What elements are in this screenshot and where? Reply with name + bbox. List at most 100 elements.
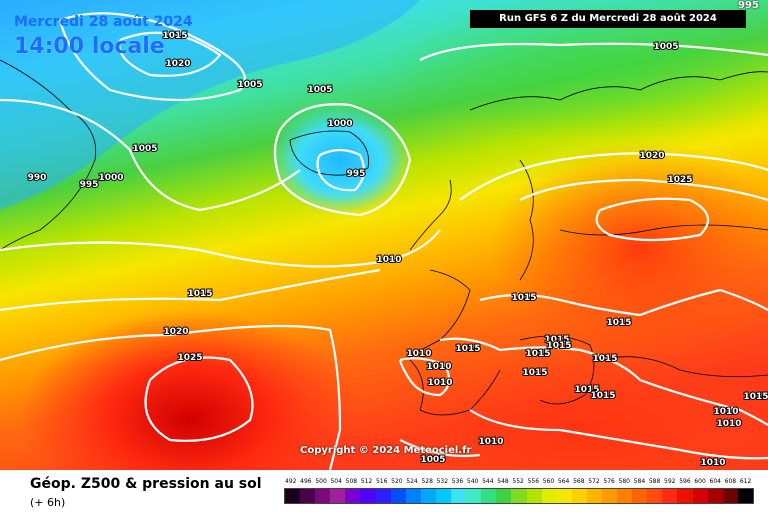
scale-label: 584 — [633, 478, 646, 485]
color-scale-bar — [284, 488, 754, 504]
green-zone-north — [380, 0, 768, 140]
isobar-label: 1005 — [307, 85, 332, 95]
isobar-label: 1015 — [544, 335, 569, 345]
scale-label: 608 — [724, 478, 737, 485]
scale-label: 576 — [603, 478, 615, 485]
scale-label: 536 — [451, 478, 464, 485]
iceland-low-zone — [270, 105, 410, 215]
color-scale-labels: 492 496 500 504 508 512 516 520 524 528 532 536 540 5… — [284, 478, 754, 488]
isobar-label: 1015 — [590, 391, 615, 401]
isobar-label: 1010 — [426, 362, 451, 372]
legend-subtitle: (+ 6h) — [30, 496, 66, 509]
scale-label: 600 — [694, 478, 706, 485]
mediterranean-warm-zone — [360, 350, 768, 470]
scale-label: 544 — [482, 478, 494, 485]
scale-swatch — [496, 489, 512, 503]
isobar-label: 1015 — [606, 318, 631, 328]
isobar-label: 1010 — [376, 255, 401, 265]
scale-swatch — [420, 489, 436, 503]
scale-label: 504 — [330, 478, 342, 485]
isobar-label: 1020 — [163, 327, 188, 337]
scale-swatch — [617, 489, 633, 503]
isobar-label: 1010 — [478, 437, 503, 447]
legend-title: Géop. Z500 & pression au sol — [30, 476, 262, 492]
scale-swatch — [300, 489, 316, 503]
isobar-label: 1025 — [177, 353, 202, 363]
scale-label: 580 — [618, 478, 630, 485]
isobar-label: 995 — [80, 180, 99, 190]
scale-label: 592 — [664, 478, 676, 485]
scale-swatch — [435, 489, 452, 503]
scale-swatch — [481, 489, 497, 503]
scale-label: 612 — [739, 478, 752, 485]
scale-label: 520 — [391, 478, 403, 485]
scale-swatch — [632, 489, 648, 503]
coastlines — [0, 59, 768, 416]
isobar-label: 1015 — [546, 341, 571, 351]
scale-label: 548 — [497, 478, 509, 485]
scale-swatch — [662, 489, 678, 503]
scale-swatch — [647, 489, 663, 503]
scale-swatch — [451, 489, 467, 503]
isobar-label: 1010 — [406, 349, 431, 359]
scale-swatch — [390, 489, 406, 503]
scale-label: 604 — [709, 478, 721, 485]
copyright-notice: Copyright © 2024 Meteociel.fr — [300, 445, 472, 456]
cold-zone-northwest — [0, 0, 420, 210]
run-banner: Run GFS 6 Z du Mercredi 28 août 2024 — [470, 10, 746, 28]
scale-label: 512 — [360, 478, 373, 485]
scale-swatch — [315, 489, 331, 503]
isobar-label: 1005 — [132, 144, 157, 154]
scale-swatch — [541, 489, 557, 503]
isobar-label: 1005 — [420, 455, 445, 465]
scale-swatch — [330, 489, 346, 503]
corner-isobar-label: 995 — [738, 0, 759, 11]
scale-swatch — [285, 489, 301, 503]
scale-swatch — [586, 489, 602, 503]
map-date: Mercredi 28 août 2024 — [14, 14, 193, 30]
isobar-label: 1020 — [165, 59, 190, 69]
legend-footer: Géop. Z500 & pression au sol (+ 6h) 492 4… — [0, 470, 768, 512]
isobar-label: 1015 — [522, 368, 547, 378]
scale-swatch — [737, 489, 753, 503]
isobar-label: 1015 — [455, 344, 480, 354]
isobar-label: 990 — [28, 173, 47, 183]
scale-label: 564 — [557, 478, 570, 485]
scale-label: 560 — [542, 478, 555, 485]
scale-swatch — [722, 489, 738, 503]
scale-label: 556 — [527, 478, 540, 485]
isobar-label: 1025 — [667, 175, 692, 185]
scale-swatch — [707, 489, 723, 503]
scale-label: 540 — [466, 478, 479, 485]
isobar-label: 1020 — [639, 151, 664, 161]
isobar-label: 1015 — [187, 289, 212, 299]
isobar-label: 1015 — [525, 349, 550, 359]
scale-label: 568 — [573, 478, 585, 485]
isobar-lines — [0, 12, 768, 470]
scale-swatch — [345, 489, 361, 503]
scale-label: 496 — [300, 478, 312, 485]
scale-swatch — [571, 489, 587, 503]
scale-swatch — [601, 489, 618, 503]
isobar-label: 1015 — [574, 385, 599, 395]
map-local-time: 14:00 locale — [14, 34, 165, 59]
isobar-label: 1015 — [592, 354, 617, 364]
isobar-label: 1010 — [716, 419, 741, 429]
scale-swatch — [556, 489, 572, 503]
scale-label: 500 — [315, 478, 327, 485]
scale-label: 532 — [436, 478, 449, 485]
isobar-label: 1005 — [237, 80, 262, 90]
isobar-label: 1005 — [653, 42, 678, 52]
isobar-label: 1010 — [427, 378, 452, 388]
isobar-label: 1010 — [713, 407, 738, 417]
isobar-label: 1015 — [743, 392, 768, 402]
isobar-label: 1010 — [700, 458, 725, 468]
scale-swatch — [677, 489, 693, 503]
scale-swatch — [511, 489, 527, 503]
scale-swatch — [466, 489, 482, 503]
scale-swatch — [405, 489, 421, 503]
scale-label: 596 — [679, 478, 691, 485]
